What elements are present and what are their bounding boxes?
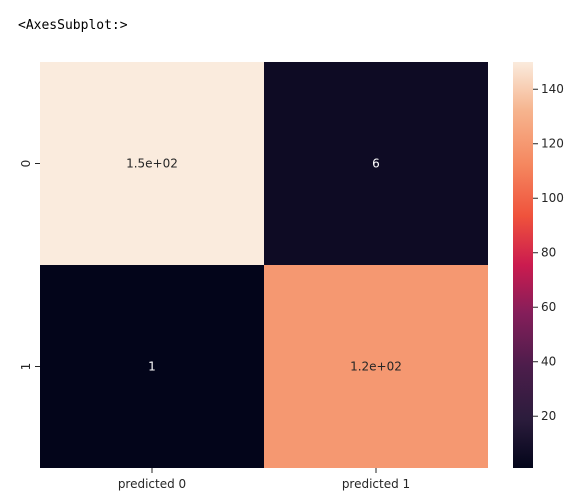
- heatmap-cells: [40, 62, 488, 468]
- heatmap-annotations: 1.5e+02 6 1 1.2e+02: [126, 157, 402, 374]
- cell-output-repr: <AxesSubplot:>: [18, 18, 128, 33]
- colorbar-tick-label: 140: [541, 82, 564, 96]
- cell-annotation: 1.2e+02: [350, 360, 402, 374]
- heatmap-cell: [264, 62, 488, 265]
- colorbar-tick-label: 20: [541, 409, 556, 423]
- x-tick-label: predicted 1: [342, 477, 410, 491]
- colorbar-tick-label: 100: [541, 191, 564, 205]
- heatmap-cell: [264, 265, 488, 468]
- heatmap-cell: [40, 62, 264, 265]
- x-axis: predicted 0 predicted 1: [118, 468, 410, 491]
- colorbar-tick-label: 80: [541, 246, 556, 260]
- heatmap-cell: [40, 265, 264, 468]
- cell-annotation: 6: [372, 157, 380, 171]
- y-tick-label: 1: [19, 363, 33, 371]
- colorbar: 20 40 60 80 100 120 140: [513, 62, 564, 468]
- colorbar-gradient: [513, 62, 533, 468]
- colorbar-tick-label: 60: [541, 300, 556, 314]
- y-axis: 01: [19, 160, 40, 371]
- x-tick-label: predicted 0: [118, 477, 186, 491]
- colorbar-tick-label: 120: [541, 137, 564, 151]
- y-tick-label: 0: [19, 160, 33, 168]
- colorbar-tick-label: 40: [541, 355, 556, 369]
- cell-annotation: 1.5e+02: [126, 157, 178, 171]
- cell-annotation: 1: [148, 360, 156, 374]
